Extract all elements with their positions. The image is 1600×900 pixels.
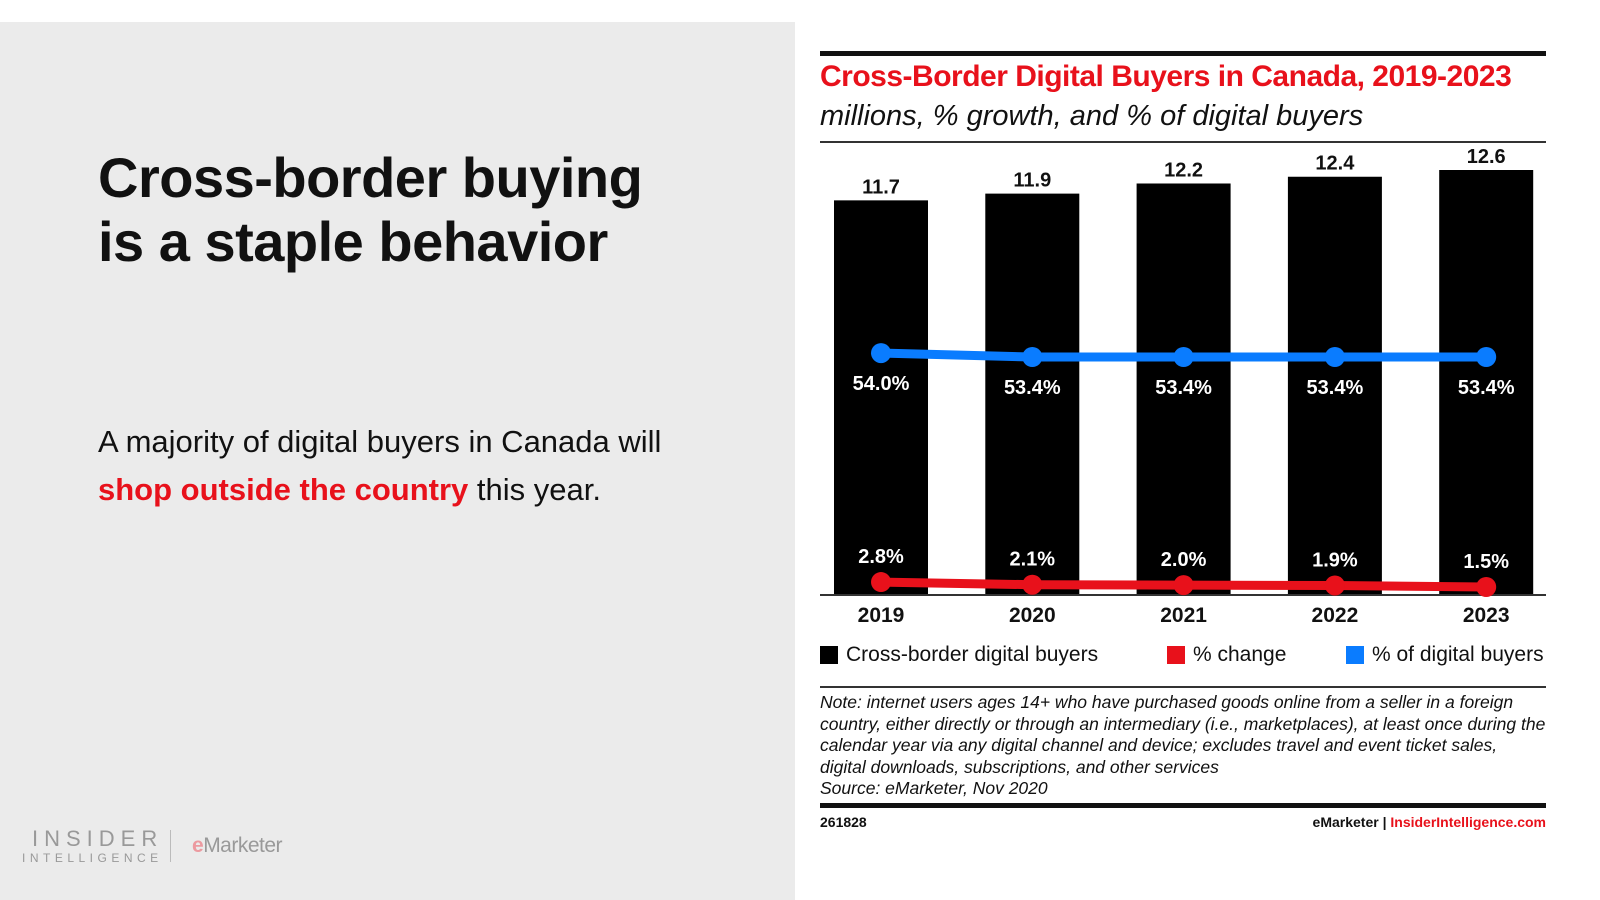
emarketer-logo: eMarketer <box>192 834 283 857</box>
share-label: 53.4% <box>1307 377 1364 399</box>
change-point <box>1324 575 1345 596</box>
bar-value-label: 12.6 <box>1467 146 1506 168</box>
legend-swatch <box>820 646 838 664</box>
insider-intelligence-link[interactable]: InsiderIntelligence.com <box>1390 814 1546 830</box>
bar <box>834 200 928 595</box>
share-label: 53.4% <box>1155 377 1212 399</box>
share-label: 53.4% <box>1458 377 1515 399</box>
bar-value-label: 11.7 <box>862 176 900 198</box>
legend-swatch <box>1167 646 1185 664</box>
highlight-text: shop outside the country <box>98 472 469 507</box>
insider-intelligence-logo: INSIDER INTELLIGENCE <box>22 826 164 866</box>
share-point <box>1173 347 1194 367</box>
share-point <box>871 343 891 364</box>
share-point <box>1022 347 1043 367</box>
chart-bottom-rule <box>820 803 1546 808</box>
bar <box>1136 183 1231 595</box>
change-label: 1.9% <box>1312 549 1358 571</box>
legend-item-change: % change <box>1167 643 1286 667</box>
change-point <box>871 572 891 593</box>
slide-headline: Cross-border buying is a staple behavior <box>98 146 643 273</box>
divider <box>820 686 1546 688</box>
share-label: 54.0% <box>853 373 910 395</box>
x-tick-label: 2020 <box>1009 604 1056 627</box>
divider <box>820 141 1546 143</box>
chart-note: Note: internet users ages 14+ who have p… <box>820 692 1546 798</box>
change-point <box>1022 574 1043 595</box>
chart-top-rule <box>820 51 1546 56</box>
bar-value-label: 11.9 <box>1013 170 1051 192</box>
slide-panel <box>0 22 795 900</box>
change-label: 2.1% <box>1010 549 1056 571</box>
x-tick-label: 2021 <box>1160 604 1207 627</box>
bar <box>1287 176 1382 595</box>
change-point <box>1173 575 1194 596</box>
bar-value-label: 12.2 <box>1164 159 1203 181</box>
change-label: 2.8% <box>858 546 904 568</box>
chart-credit: eMarketer | InsiderIntelligence.com <box>1312 814 1546 830</box>
change-point <box>1476 577 1497 597</box>
chart-id: 261828 <box>820 814 867 830</box>
chart-subtitle: millions, % growth, and % of digital buy… <box>820 100 1364 132</box>
chart-title: Cross-Border Digital Buyers in Canada, 2… <box>820 60 1512 93</box>
bar <box>1439 170 1534 595</box>
change-label: 1.5% <box>1463 551 1509 573</box>
slide-body: A majority of digital buyers in Canada w… <box>98 424 662 507</box>
x-tick-label: 2023 <box>1463 604 1510 627</box>
bar-value-label: 12.4 <box>1315 153 1355 175</box>
share-point <box>1324 347 1345 367</box>
change-label: 2.0% <box>1161 549 1207 571</box>
share-label: 53.4% <box>1004 377 1061 399</box>
x-tick-label: 2022 <box>1312 604 1359 627</box>
x-tick-label: 2019 <box>858 604 905 627</box>
logo-divider <box>170 830 171 862</box>
legend-item-buyers: Cross-border digital buyers <box>820 643 1098 667</box>
share-point <box>1476 347 1497 367</box>
legend-swatch <box>1346 646 1364 664</box>
legend-item-share: % of digital buyers <box>1346 643 1544 667</box>
bar <box>985 193 1080 595</box>
